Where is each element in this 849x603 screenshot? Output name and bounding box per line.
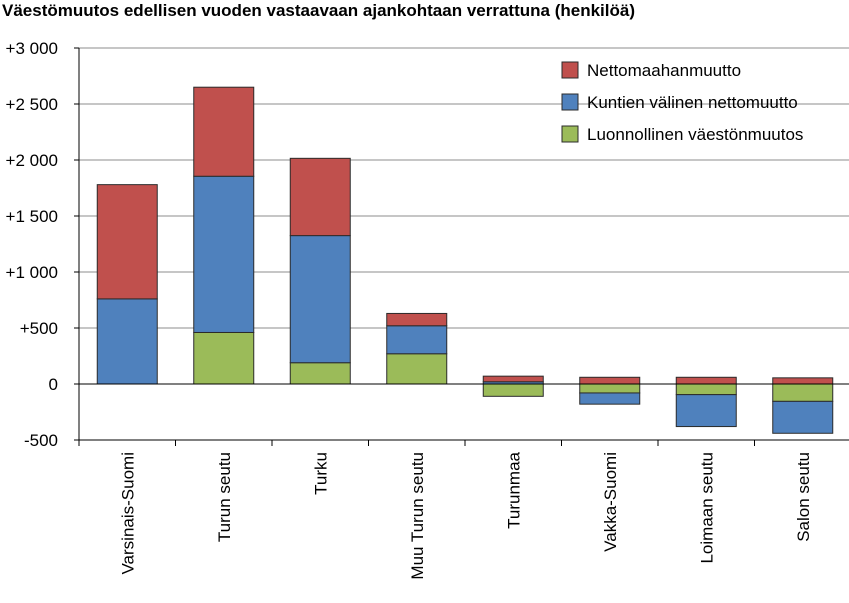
- x-tick-label: Varsinais-Suomi: [118, 452, 137, 575]
- y-tick-label: +2 500: [6, 95, 58, 114]
- bar-nettomaahanmuutto: [386, 312, 448, 327]
- x-tick-label: Turun seutu: [215, 452, 234, 542]
- bar-kuntien-valinen: [579, 392, 641, 405]
- x-tick-label: Turunmaa: [504, 451, 523, 528]
- bar-luonnollinen: [675, 383, 737, 396]
- y-tick-label: +1 500: [6, 207, 58, 226]
- bar-nettomaahanmuutto: [675, 376, 737, 385]
- bar-luonnollinen: [193, 331, 255, 385]
- y-tick-label: +1 000: [6, 263, 58, 282]
- legend-label: Kuntien välinen nettomuutto: [587, 93, 798, 112]
- legend-swatch: [561, 61, 579, 79]
- y-tick-label: +2 000: [6, 151, 58, 170]
- bar-luonnollinen: [772, 383, 834, 402]
- bar-kuntien-valinen: [193, 175, 255, 333]
- bar-kuntien-valinen: [289, 235, 351, 364]
- bar-luonnollinen: [289, 362, 351, 385]
- legend-label: Luonnollinen väestönmuutos: [587, 125, 803, 144]
- bar-nettomaahanmuutto: [482, 375, 544, 383]
- legend-label: Nettomaahanmuutto: [587, 61, 741, 80]
- bar-luonnollinen: [386, 353, 448, 385]
- y-tick-label: +3 000: [6, 39, 58, 58]
- bar-nettomaahanmuutto: [579, 376, 641, 385]
- bar-nettomaahanmuutto: [289, 157, 351, 237]
- bar-kuntien-valinen: [675, 394, 737, 428]
- bar-nettomaahanmuutto: [96, 184, 158, 300]
- y-tick-label: -500: [24, 431, 58, 450]
- legend-swatch: [561, 125, 579, 143]
- y-axis: +3 000 +2 500 +2 000 +1 500 +1 000 +500 0 -500: [6, 39, 80, 450]
- bar-kuntien-valinen: [386, 325, 448, 355]
- y-tick-label: +500: [20, 319, 58, 338]
- x-tick-label: Vakka-Suomi: [601, 452, 620, 552]
- x-tick-label: Turku: [311, 452, 330, 495]
- chart-title: Väestömuutos edellisen vuoden vastaavaan…: [2, 1, 635, 20]
- bar-nettomaahanmuutto: [772, 377, 834, 385]
- bar-kuntien-valinen: [772, 400, 834, 434]
- x-axis: Varsinais-Suomi Turun seutu Turku Muu Turun…: [78, 383, 849, 580]
- bar-luonnollinen: [579, 383, 641, 394]
- x-tick-label: Salon seutu: [794, 452, 813, 542]
- x-tick-label: Loimaan seutu: [697, 452, 716, 564]
- legend-swatch: [561, 93, 579, 111]
- bar-kuntien-valinen: [96, 298, 158, 385]
- bars: [96, 86, 834, 434]
- y-tick-label: 0: [49, 375, 58, 394]
- gridlines: [79, 47, 849, 329]
- bar-nettomaahanmuutto: [193, 86, 255, 177]
- x-tick-label: Muu Turun seutu: [408, 452, 427, 580]
- bar-luonnollinen: [482, 383, 544, 397]
- legend: Nettomaahanmuutto Kuntien välinen nettomu…: [561, 61, 803, 144]
